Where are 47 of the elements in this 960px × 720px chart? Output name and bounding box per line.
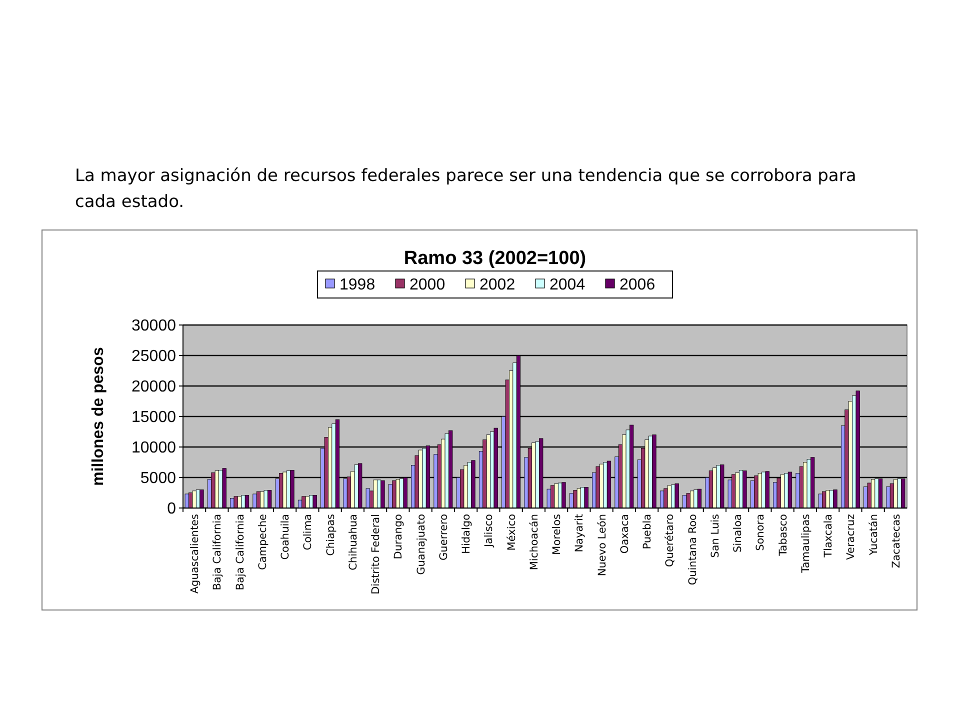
y-tick-label: 25000	[132, 348, 176, 366]
x-tick-label: Coahuila	[279, 514, 292, 560]
x-tick-label: Campeche	[256, 514, 269, 570]
x-tick-label: Veracruz	[845, 514, 858, 560]
x-tick-label: Nayarit	[574, 514, 586, 552]
x-tick-label: Tamaulipas	[800, 514, 812, 574]
x-tick-label: Oaxaca	[618, 514, 631, 554]
x-tick-label: Zacatecas	[890, 514, 902, 568]
x-tick-label: Guerrero	[438, 514, 450, 560]
x-tick-label: Nuevo León	[596, 514, 608, 576]
y-tick-label: 0	[167, 500, 176, 518]
x-tick-label: Quintana Roo	[686, 514, 699, 586]
x-tick-label: México	[506, 514, 518, 551]
x-tick-label: San Luis	[709, 514, 722, 558]
x-tick-label: Guanajuato	[415, 514, 428, 575]
y-tick-label: 15000	[132, 409, 176, 426]
legend-label: 2004	[550, 276, 586, 294]
x-tick-label: Baja California	[234, 514, 246, 590]
x-tick-label: Chihuahua	[347, 514, 360, 570]
y-tick-label: 20000	[132, 378, 176, 396]
x-tick-label: Yucatán	[868, 514, 880, 556]
x-tick-label: Tabasco	[777, 514, 790, 557]
legend-label: 2000	[410, 276, 446, 294]
x-tick-label: Colima	[302, 514, 314, 550]
x-tick-label: Puebla	[641, 514, 654, 550]
y-tick-label: 30000	[132, 318, 176, 335]
x-tick-label: Hidalgo	[460, 514, 472, 554]
x-tick-label: Morelos	[550, 514, 563, 555]
chart-title: Ramo 33 (2002=100)	[404, 248, 586, 269]
legend-label: 2006	[620, 276, 656, 294]
x-tick-label: Tlaxcala	[822, 514, 834, 558]
x-tick-label: Sonora	[754, 514, 767, 551]
x-tick-label: Durango	[392, 514, 405, 560]
x-tick-label: Chiapas	[324, 514, 337, 556]
y-tick-label: 5000	[140, 470, 176, 488]
x-tick-label: Baja California	[212, 514, 224, 590]
legend-label: 1998	[340, 276, 376, 294]
x-tick-label: Querétaro	[664, 514, 676, 567]
x-tick-label: Aguascalientes	[188, 514, 201, 594]
y-axis-title: millones de pesos	[90, 347, 107, 486]
x-tick-label: Sinaloa	[732, 514, 744, 552]
chart-subtitle: La mayor asignación de recursos federales parece ser una tendencia que se corrobora para cada estado.	[75, 166, 856, 212]
x-tick-label: Michoacán	[528, 514, 540, 570]
legend-label: 2002	[480, 276, 516, 294]
x-tick-label: Jalisco	[483, 514, 496, 548]
y-tick-label: 10000	[132, 440, 176, 457]
x-tick-label: Distrito Federal	[370, 514, 382, 594]
